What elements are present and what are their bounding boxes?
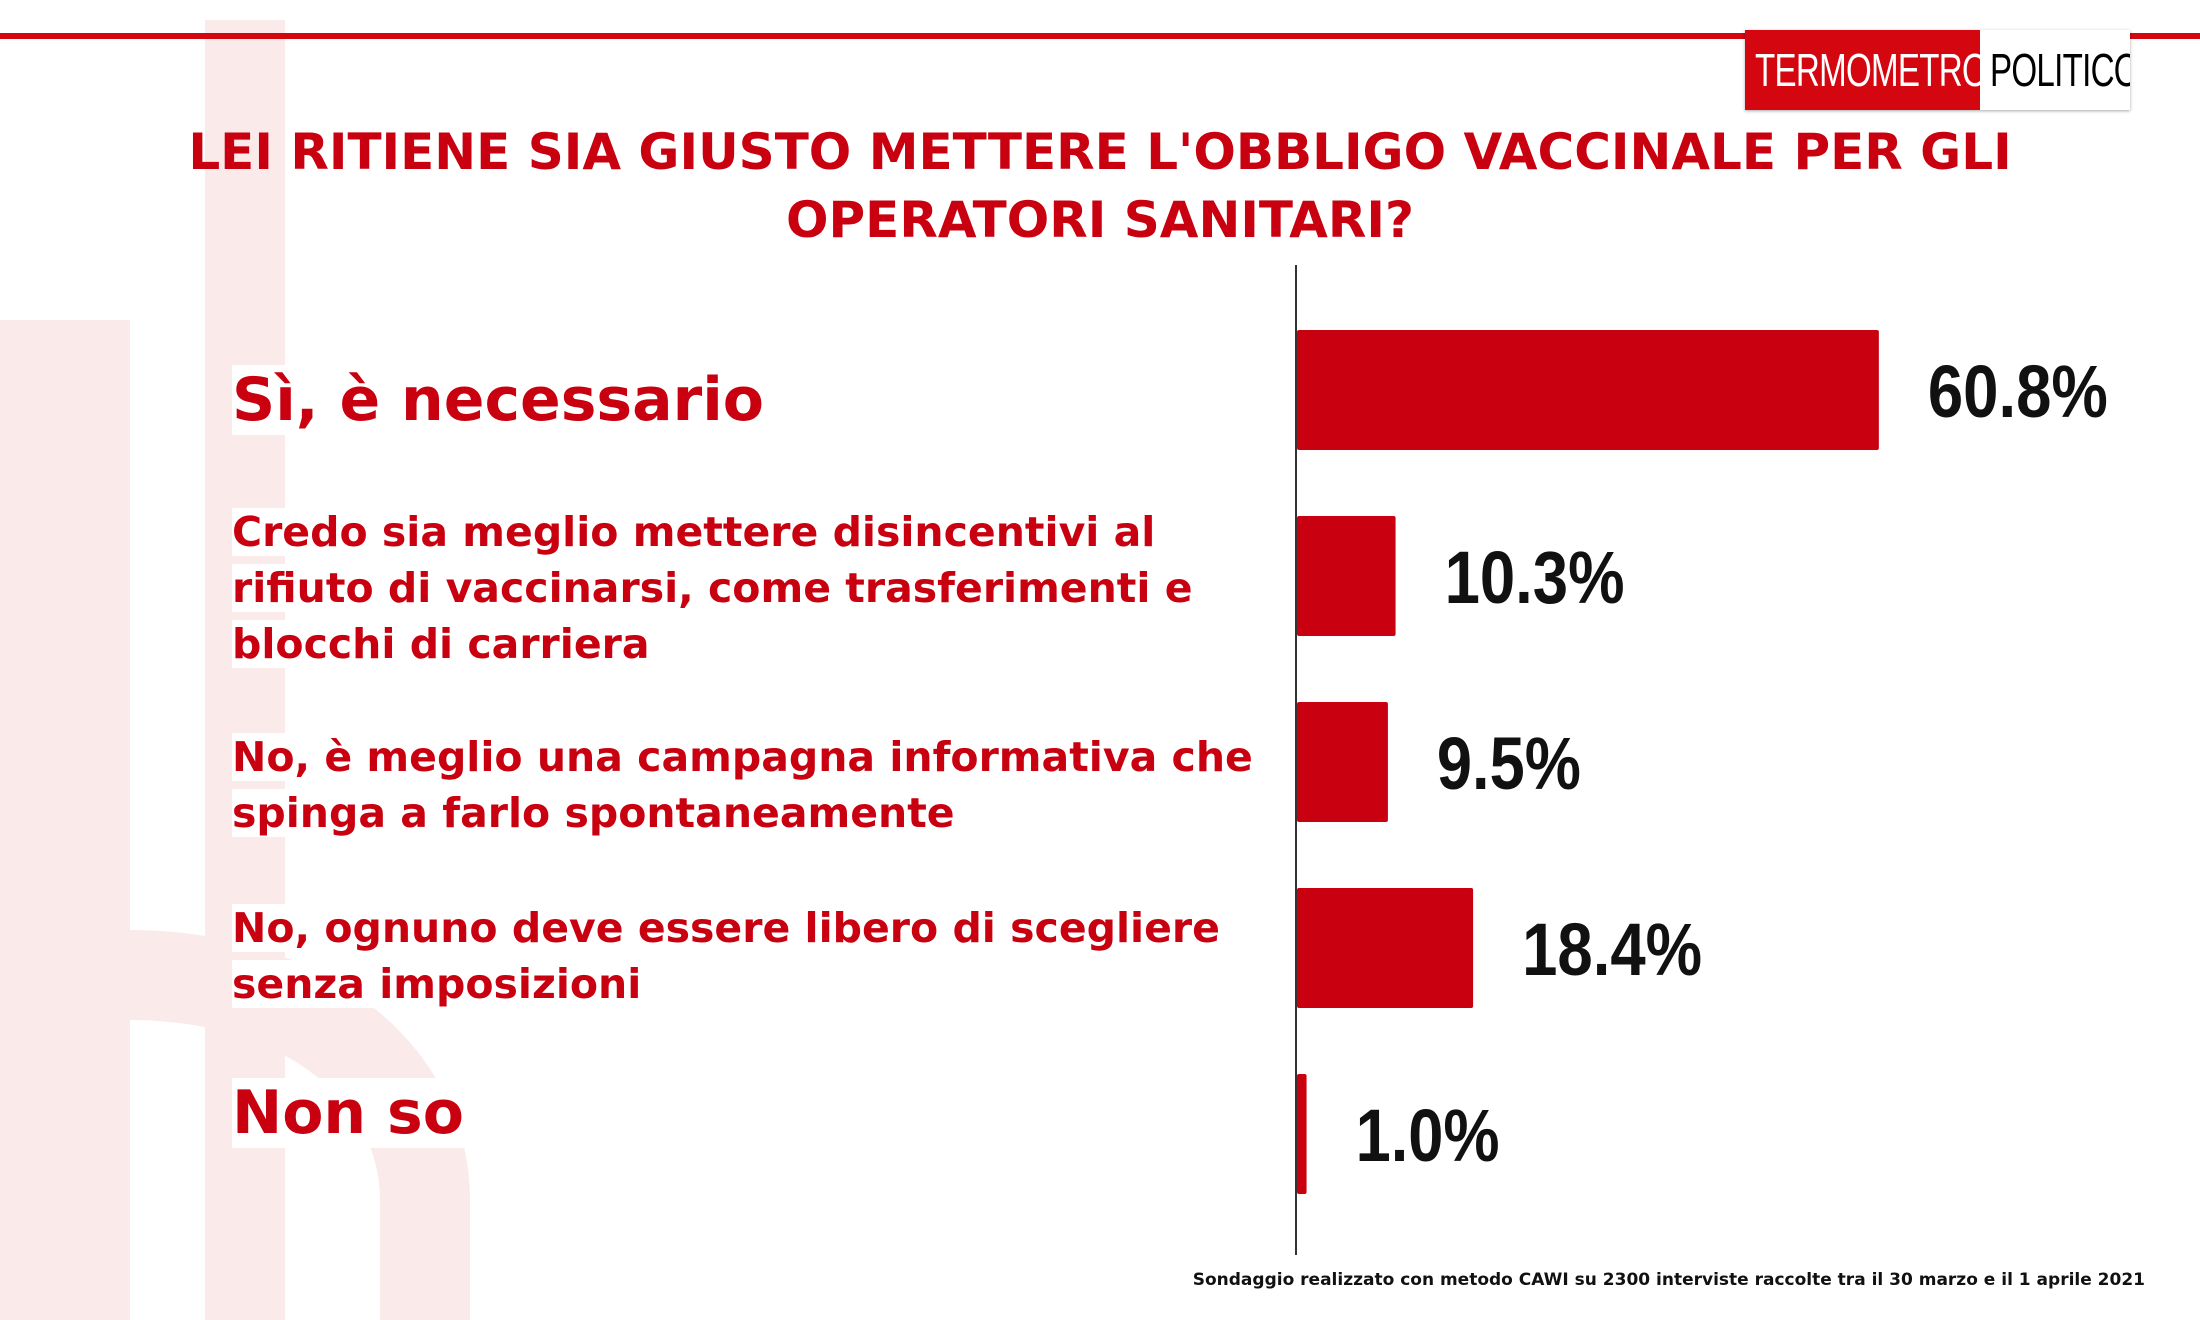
value-label-4: 18.4% xyxy=(1522,908,1702,991)
top-rule xyxy=(0,33,2200,39)
logo-part-red: TERMOMETRO xyxy=(1745,30,1980,110)
value-label-3: 9.5% xyxy=(1437,722,1581,805)
survey-footnote: Sondaggio realizzato con metodo CAWI su … xyxy=(1192,1270,2145,1290)
category-label-4: No, ognuno deve essere libero di sceglie… xyxy=(232,904,1220,1008)
termometro-politico-logo: TERMOMETRO POLITICO xyxy=(1745,30,2130,110)
value-label-1: 60.8% xyxy=(1928,350,2108,433)
background-watermark xyxy=(0,20,470,1320)
category-label-3: No, è meglio una campagna informativa ch… xyxy=(232,733,1253,837)
bar-3 xyxy=(1297,702,1388,822)
logo-part-white: POLITICO xyxy=(1980,30,2130,110)
bar-5 xyxy=(1297,1074,1307,1194)
bar-4 xyxy=(1297,888,1474,1008)
category-label-5: Non so xyxy=(232,1078,464,1148)
bar-1 xyxy=(1297,330,1879,450)
chart-title: LEI RITIENE SIA GIUSTO METTERE L'OBBLIGO… xyxy=(188,123,2012,249)
category-label-1: Sì, è necessario xyxy=(232,365,765,435)
value-label-5: 1.0% xyxy=(1356,1094,1500,1177)
category-label-2: Credo sia meglio mettere disincentivi al… xyxy=(232,508,1193,668)
value-label-2: 10.3% xyxy=(1445,536,1625,619)
bar-2 xyxy=(1297,516,1396,636)
